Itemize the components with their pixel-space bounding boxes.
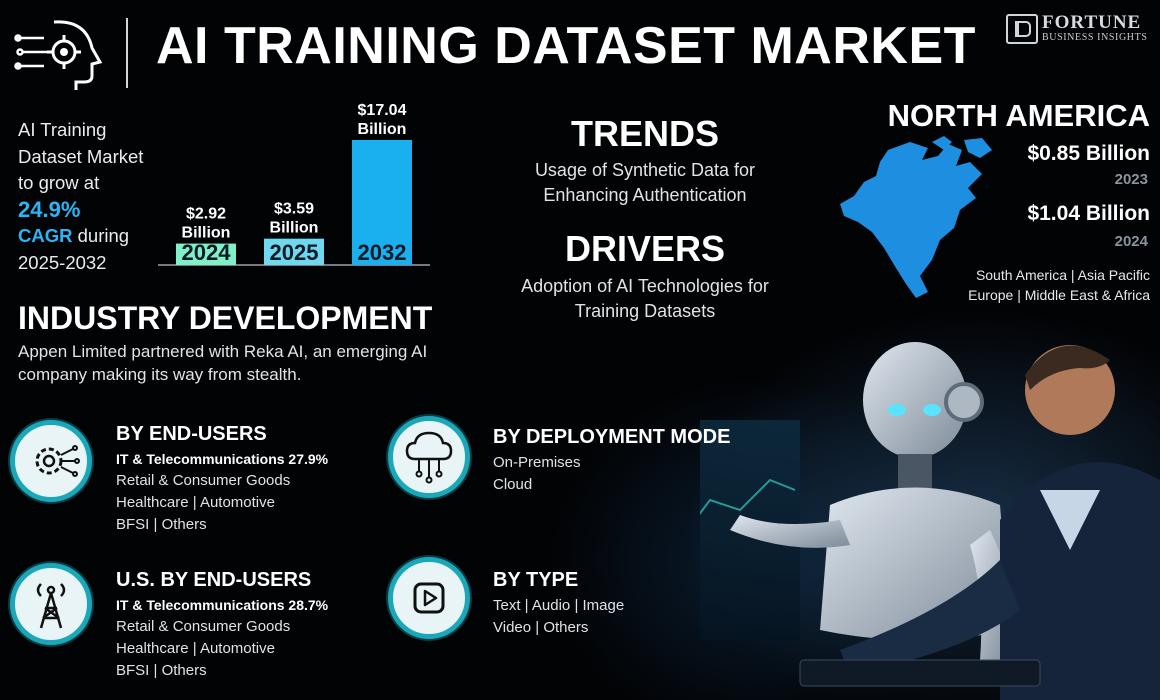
intro-line-4: during [77,225,130,246]
bar-category-label-2024: 2024 [182,240,232,265]
brand-mark-icon [1006,14,1038,44]
end-users-lead: IT & Telecommunications 27.9% [116,451,329,467]
type-line-2: Video | Others [493,619,589,636]
cagr-label: CAGR [18,225,73,246]
other-regions-line-2: Europe | Middle East & Africa [968,287,1150,303]
drivers-heading: DRIVERS [564,228,726,269]
region-value-2024: $1.04 Billion [1027,202,1150,225]
us-end-users-lead: IT & Telecommunications 28.7% [116,597,329,613]
forecast-period: 2025-2032 [18,251,107,273]
type-title: BY TYPE [493,569,579,591]
video-play-icon [413,582,445,614]
end-users-line-3: BFSI | Others [116,516,207,533]
bar-unit-label-2032: Billion [358,121,407,138]
deployment-icon-badge [388,416,470,498]
industry-development-text: Appen Limited partnered with Reka AI, an… [18,342,428,384]
ai-head-gear-icon [14,20,103,90]
brand-subtitle: BUSINESS INSIGHTS [1042,32,1148,43]
us-end-users-line-3: BFSI | Others [116,662,207,679]
intro-line-3: to grow at [18,172,100,193]
bar-2024 [176,243,236,265]
type-icon-badge [388,557,470,639]
market-growth-summary: AI Training Dataset Market to grow at 24… [18,117,158,276]
drivers-text: Adoption of AI Technologies for Training… [521,276,769,321]
us-end-users-icon-badge [10,563,92,645]
bar-category-label-2032: 2032 [358,240,407,265]
region-year-2023: 2023 [1114,171,1148,188]
robot-and-analyst-illustration [700,342,1160,700]
bar-value-label-2024: $2.92 [186,206,226,223]
bar-unit-label-2025: Billion [270,220,319,237]
end-users-title: BY END-USERS [116,423,267,445]
intro-line-2: Dataset Market [18,145,144,167]
header-divider [126,18,128,88]
deployment-line-2: Cloud [493,476,533,493]
us-end-users-line-2: Healthcare | Automotive [116,640,275,657]
brand-logo: FORTUNE BUSINESS INSIGHTS [1006,12,1148,46]
region-value-2023: $0.85 Billion [1027,142,1150,165]
end-users-icon-badge [10,420,92,502]
end-users-line-2: Healthcare | Automotive [116,494,275,511]
page-title: AI TRAINING DATASET MARKET [156,17,976,75]
deployment-line-1: On-Premises [493,454,581,471]
industry-development-heading: INDUSTRY DEVELOPMENT [18,300,433,336]
cagr-value: 24.9% [18,196,81,222]
trends-text: Usage of Synthetic Data for Enhancing Au… [534,160,756,205]
end-users-line-1: Retail & Consumer Goods [116,472,291,489]
bar-unit-label-2024: Billion [182,225,231,242]
region-heading: NORTH AMERICA [887,98,1150,133]
bar-value-label-2032: $17.04 [358,102,407,119]
other-regions-line-1: South America | Asia Pacific [975,267,1150,283]
trends-heading: TRENDS [570,113,719,154]
intro-line-1: AI Training [18,119,107,140]
gear-circuit-icon [35,445,80,477]
market-size-bar-chart: 2024 $2.92 Billion 2025 $3.59 Billion 2032 $17.… [158,102,430,266]
north-america-map-icon [840,136,992,298]
cloud-network-icon [405,431,453,484]
bar-value-label-2025: $3.59 [274,201,314,218]
type-line-1: Text | Audio | Image [493,597,625,614]
bar-category-label-2025: 2025 [270,240,319,265]
bar-2032 [352,140,412,265]
deployment-title: BY DEPLOYMENT MODE [493,426,731,448]
region-year-2024: 2024 [1114,233,1148,250]
us-end-users-title: U.S. BY END-USERS [116,569,312,591]
bar-2025 [264,238,324,265]
us-end-users-line-1: Retail & Consumer Goods [116,618,291,635]
brand-name: FORTUNE [1042,12,1142,33]
antenna-tower-icon [36,583,66,629]
